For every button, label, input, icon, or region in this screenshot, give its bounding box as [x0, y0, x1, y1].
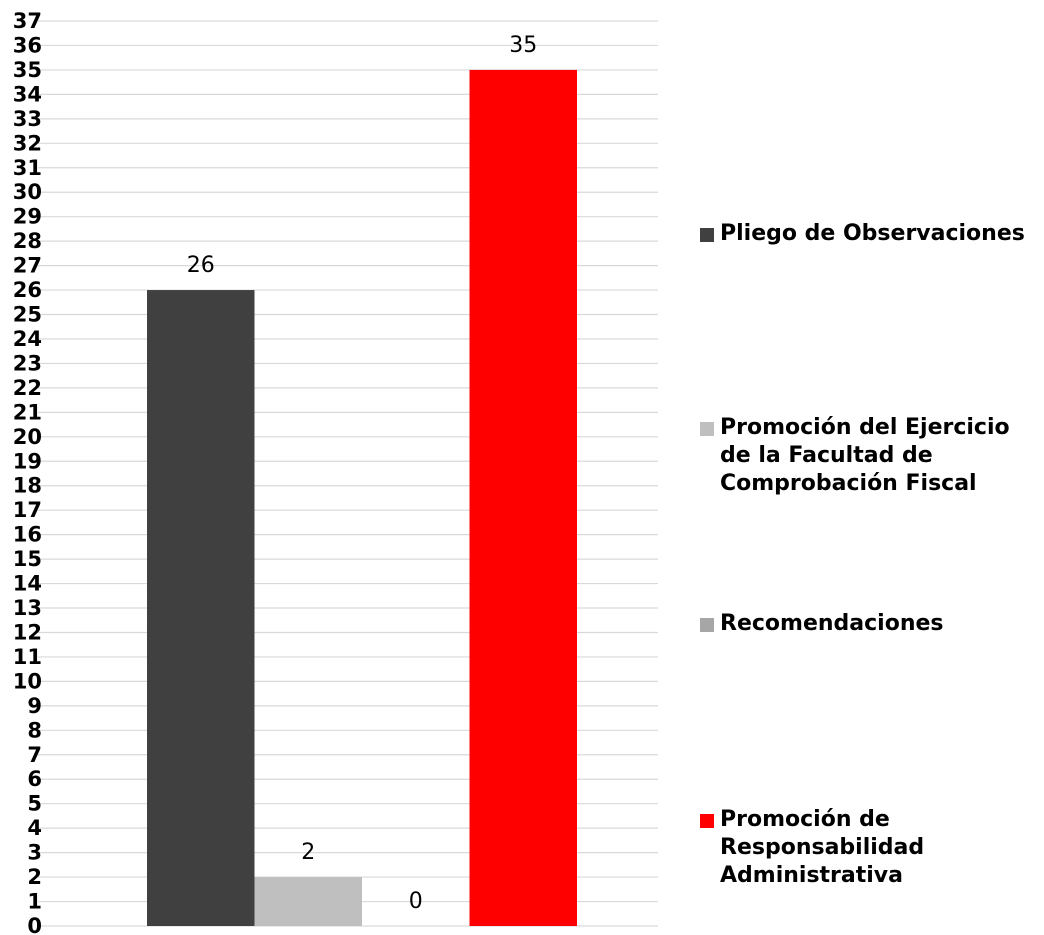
y-tick-label: 25 — [13, 303, 42, 327]
legend: Pliego de Observaciones Promoción del Ej… — [700, 0, 1040, 935]
legend-item-pliego: Pliego de Observaciones — [700, 220, 1040, 248]
y-tick-label: 1 — [27, 890, 42, 914]
legend-swatch-pliego — [700, 228, 714, 242]
data-labels: 26 2 0 35 — [187, 33, 538, 914]
y-tick-label: 21 — [13, 400, 42, 424]
legend-item-recomendaciones: Recomendaciones — [700, 610, 1040, 638]
bar-data-label: 35 — [509, 33, 537, 58]
legend-label-promocion-responsabilidad: Promoción de Responsabilidad Administrat… — [720, 807, 925, 888]
y-tick-label: 12 — [13, 620, 42, 644]
legend-swatch-promocion-ejercicio — [700, 422, 714, 436]
y-tick-label: 26 — [13, 278, 42, 302]
y-tick-label: 14 — [13, 572, 42, 596]
bars — [147, 69, 577, 926]
bar — [254, 877, 362, 926]
y-tick-label: 31 — [13, 156, 42, 180]
bar — [469, 69, 577, 926]
y-tick-label: 9 — [27, 694, 42, 718]
y-tick-label: 18 — [13, 474, 42, 498]
bar-data-label: 26 — [187, 253, 215, 278]
y-tick-label: 7 — [27, 743, 42, 767]
legend-item-promocion-ejercicio: Promoción del Ejercicio de la Facultad d… — [700, 414, 1040, 498]
y-tick-label: 13 — [13, 596, 42, 620]
bar-data-label: 2 — [301, 840, 315, 865]
y-tick-label: 32 — [13, 131, 42, 155]
legend-label-recomendaciones: Recomendaciones — [720, 611, 944, 636]
y-tick-label: 2 — [27, 865, 42, 889]
y-tick-label: 5 — [27, 792, 42, 816]
y-tick-label: 10 — [13, 669, 42, 693]
legend-swatch-promocion-responsabilidad — [700, 814, 714, 828]
y-tick-label: 0 — [27, 914, 42, 935]
legend-swatch-recomendaciones — [700, 618, 714, 632]
y-tick-label: 4 — [27, 816, 42, 840]
y-tick-label: 22 — [13, 376, 42, 400]
bar — [147, 290, 255, 926]
y-tick-label: 33 — [13, 107, 42, 131]
y-tick-label: 27 — [13, 254, 42, 278]
y-tick-label: 24 — [13, 327, 42, 351]
y-tick-label: 30 — [13, 180, 42, 204]
y-tick-label: 17 — [13, 498, 42, 522]
y-tick-label: 36 — [13, 33, 42, 57]
bar-data-label: 0 — [409, 889, 423, 914]
y-tick-label: 35 — [13, 58, 42, 82]
y-tick-label: 29 — [13, 205, 42, 229]
y-tick-label: 16 — [13, 523, 42, 547]
y-tick-label: 15 — [13, 547, 42, 571]
y-tick-label: 3 — [27, 841, 42, 865]
bar-chart: 0123456789101112131415161718192021222324… — [13, 9, 658, 935]
legend-item-promocion-responsabilidad: Promoción de Responsabilidad Administrat… — [700, 806, 1040, 890]
y-tick-label: 8 — [27, 718, 42, 742]
y-tick-label: 11 — [13, 645, 42, 669]
legend-label-promocion-ejercicio: Promoción del Ejercicio de la Facultad d… — [720, 415, 1010, 496]
y-axis-ticks: 0123456789101112131415161718192021222324… — [13, 9, 42, 935]
y-tick-label: 20 — [13, 425, 42, 449]
y-tick-label: 28 — [13, 229, 42, 253]
y-tick-label: 37 — [13, 9, 42, 33]
y-tick-label: 23 — [13, 351, 42, 375]
y-tick-label: 34 — [13, 82, 42, 106]
y-tick-label: 19 — [13, 449, 42, 473]
legend-label-pliego: Pliego de Observaciones — [720, 221, 1025, 246]
y-tick-label: 6 — [27, 767, 42, 791]
